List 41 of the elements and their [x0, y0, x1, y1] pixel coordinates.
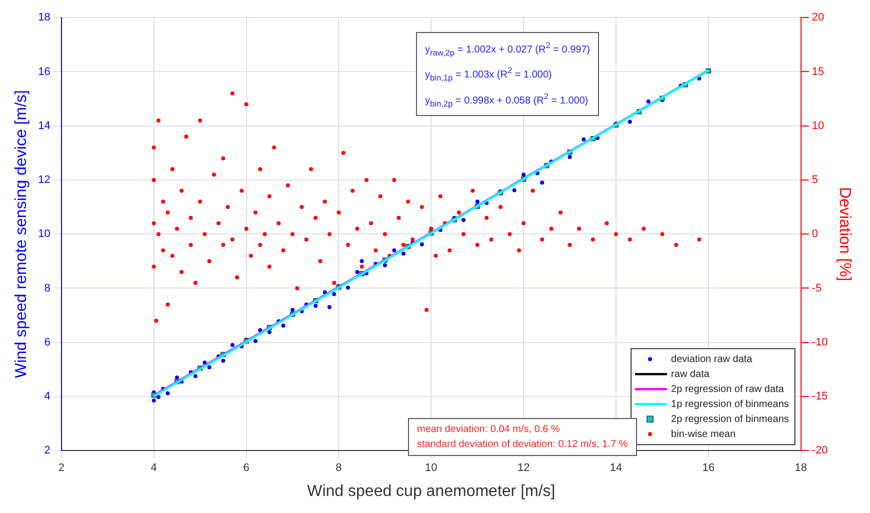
y2-tick-label: -5 — [812, 282, 822, 294]
y2-tick-label: 20 — [812, 12, 824, 24]
legend-label: 2p regression of raw data — [671, 384, 784, 395]
legend-label: raw data — [671, 368, 710, 380]
y-tick-label: 14 — [38, 120, 50, 132]
y-tick-label: 8 — [44, 282, 50, 294]
x-tick-label: 6 — [243, 462, 250, 474]
y-tick-label: 10 — [38, 228, 50, 240]
y2-tick-label: -20 — [812, 444, 828, 457]
x-tick-label: 14 — [610, 462, 622, 474]
y-tick-label: 6 — [44, 336, 50, 348]
annotation: y$_{bin,2p}$ = 0.998x + 0.058 (R$^{2}$ = 1.000) — [425, 90, 590, 110]
y2-axis-title: Deviation [%] — [836, 186, 853, 282]
annotation: y$_{raw,2p}$ = 1.002x + 0.027 (R$^{2}$ = 0.997) — [425, 39, 590, 60]
x-tick-label: 8 — [336, 462, 342, 474]
x-tick-label: 10 — [425, 462, 438, 474]
x-tick-label: 12 — [517, 462, 530, 474]
y2-tick-label: -10 — [812, 336, 828, 348]
annotation: y$_{bin,1p}$ = 1.003x (R$^{2}$ = 1.000) — [425, 64, 553, 85]
x-tick-label: 4 — [150, 462, 157, 474]
y2-tick-label: 5 — [812, 174, 818, 186]
x-axis-title: Wind speed cup anemometer [m/s] — [307, 482, 556, 500]
annotation: standard deviation of deviation: 0.12 m/s, 1.7 % — [417, 438, 628, 452]
y2-tick-label: 0 — [812, 228, 818, 240]
y-axis-title: Wind speed remote sensing device [m/s] — [13, 90, 30, 378]
legend-label: deviation raw data — [671, 354, 753, 365]
x-tick-label: 16 — [702, 462, 715, 474]
y2-tick-label: 10 — [812, 120, 824, 132]
y-tick-label: 16 — [38, 66, 50, 78]
legend-label: 2p regression of binmeans — [671, 414, 789, 425]
annotation: mean deviation: 0.04 m/s, 0.6 % — [417, 423, 561, 437]
legend-label: 1p regression of binmeans — [671, 398, 789, 410]
y2-tick-label: 15 — [812, 66, 824, 78]
x-tick-label: 18 — [794, 462, 808, 474]
y-tick-label: 12 — [38, 174, 50, 186]
y2-tick-label: -15 — [812, 390, 828, 403]
y-tick-label: 18 — [38, 12, 50, 24]
y-tick-label: 2 — [44, 444, 50, 457]
y-tick-label: 4 — [44, 390, 50, 403]
x-tick-label: 2 — [58, 462, 64, 474]
legend-label: bin-wise mean — [671, 428, 736, 440]
